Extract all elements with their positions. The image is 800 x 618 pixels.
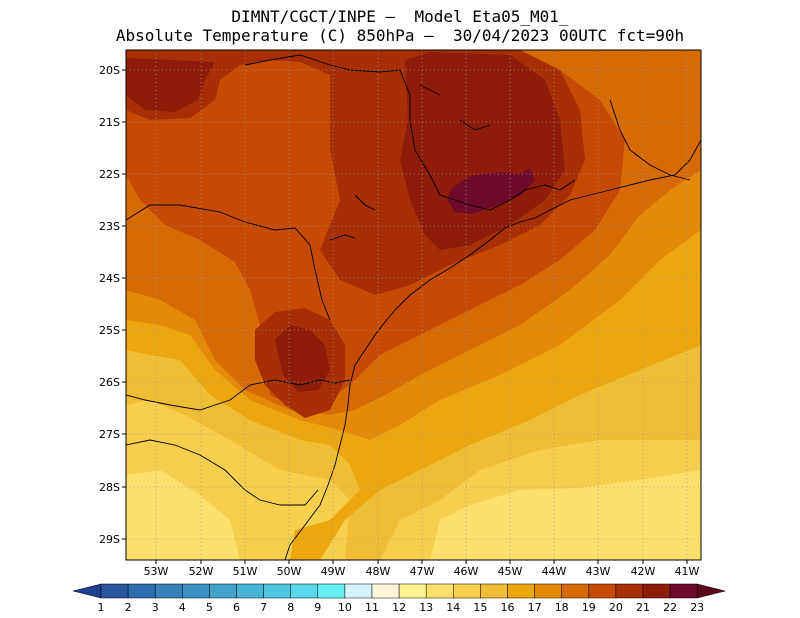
colorbar-label: 6: [233, 601, 240, 614]
colorbar-under-triangle: [72, 583, 102, 599]
lon-label: 41W: [675, 565, 700, 578]
colorbar-label: 10: [338, 601, 352, 614]
colorbar-label: 14: [446, 601, 460, 614]
colorbar-segment: [534, 583, 562, 599]
lon-label: 53W: [144, 565, 169, 578]
border-rivers: [329, 84, 491, 241]
colorbar-segment: [561, 583, 590, 599]
colorbar-segment: [615, 583, 644, 599]
colorbar-segment: [398, 583, 427, 599]
colorbar-label: 11: [365, 601, 379, 614]
field-14-south-west: [126, 470, 240, 560]
temperature-field: [126, 50, 701, 560]
colorbar-label: 19: [582, 601, 596, 614]
lat-label: 29S: [99, 533, 120, 546]
colorbar-segment: [371, 583, 400, 599]
colorbar-label: 5: [206, 601, 213, 614]
colorbar-label: 9: [314, 601, 321, 614]
colorbar-segment: [453, 583, 481, 599]
colorbar-over-triangle: [696, 583, 726, 599]
lat-label: 21S: [99, 116, 120, 129]
field-23: [447, 168, 535, 214]
border-mg-sp: [126, 204, 331, 321]
colorbar-segment: [127, 583, 156, 599]
lon-label: 50W: [277, 565, 302, 578]
colorbar-label: 8: [287, 601, 294, 614]
colorbar-label: 2: [125, 601, 132, 614]
colorbar-segment: [290, 583, 319, 599]
lat-label: 23S: [99, 220, 120, 233]
colorbar-label: 12: [392, 601, 406, 614]
lon-axis: 53W 52W 51W 50W 49W 48W 47W 46W 45W 44W 43W 42W 41W: [144, 560, 700, 578]
lon-label: 46W: [454, 565, 479, 578]
border-pr-sc: [126, 379, 351, 411]
lon-label: 48W: [366, 565, 391, 578]
field-14-south-east: [430, 470, 701, 560]
colorbar-segment: [588, 583, 617, 599]
chart-title: DIMNT/CGCT/INPE – Model Eta05_M01_: [231, 7, 569, 26]
colorbar-label: 21: [636, 601, 650, 614]
colorbar-label: 7: [260, 601, 267, 614]
colorbar-label: 20: [609, 601, 623, 614]
lat-axis: 20S 21S 22S 23S 24S 25S 26S 27S 28S 29S: [99, 64, 126, 546]
lat-label: 28S: [99, 481, 120, 494]
lon-label: 47W: [410, 565, 435, 578]
border-mg-es: [244, 54, 576, 211]
lat-label: 26S: [99, 376, 120, 389]
colorbar-segment: [344, 583, 373, 599]
colorbar-label: 18: [555, 601, 569, 614]
lon-label: 52W: [189, 565, 214, 578]
colorbar-label: 15: [473, 601, 487, 614]
lon-label: 51W: [233, 565, 258, 578]
map-frame: [125, 49, 702, 561]
colorbar-labels: 1 2 3 4 5 6 7 8 9 10 11 12 13 14 15 16 17 18 19 20 21 22 23: [98, 601, 705, 614]
border-rj: [609, 99, 691, 181]
colorbar-segment: [317, 583, 346, 599]
colorbar-label: 3: [152, 601, 159, 614]
colorbar-segment: [100, 583, 129, 599]
lat-label: 20S: [99, 64, 120, 77]
lat-label: 24S: [99, 272, 120, 285]
colorbar-label: 4: [179, 601, 186, 614]
lat-label: 25S: [99, 324, 120, 337]
colorbar-label: 1: [98, 601, 105, 614]
lat-label: 22S: [99, 168, 120, 181]
colorbar-segment: [642, 583, 671, 599]
colorbar-segment: [209, 583, 237, 599]
colorbar-segment: [669, 583, 698, 599]
colorbar-segment: [154, 583, 183, 599]
colorbar-segment: [236, 583, 264, 599]
lon-label: 44W: [542, 565, 567, 578]
lon-label: 42W: [631, 565, 656, 578]
colorbar: [72, 583, 726, 599]
lon-label: 49W: [321, 565, 346, 578]
borders: [126, 54, 701, 560]
chart-subtitle: Absolute Temperature (C) 850hPa – 30/04/…: [115, 26, 685, 45]
lat-label: 27S: [99, 428, 120, 441]
grid-lines: [126, 50, 701, 560]
colorbar-label: 17: [528, 601, 542, 614]
lon-label: 43W: [586, 565, 611, 578]
colorbar-label: 22: [663, 601, 677, 614]
colorbar-segment: [182, 583, 210, 599]
colorbar-segment: [480, 583, 508, 599]
field-22-south: [275, 325, 330, 392]
colorbar-segment: [425, 583, 454, 599]
border-sc-rs: [126, 439, 319, 506]
colorbar-segment: [507, 583, 535, 599]
colorbar-label: 13: [419, 601, 433, 614]
colorbar-label: 23: [690, 601, 704, 614]
coastline: [284, 139, 701, 560]
lon-label: 45W: [498, 565, 523, 578]
colorbar-label: 16: [501, 601, 515, 614]
colorbar-segment: [263, 583, 291, 599]
